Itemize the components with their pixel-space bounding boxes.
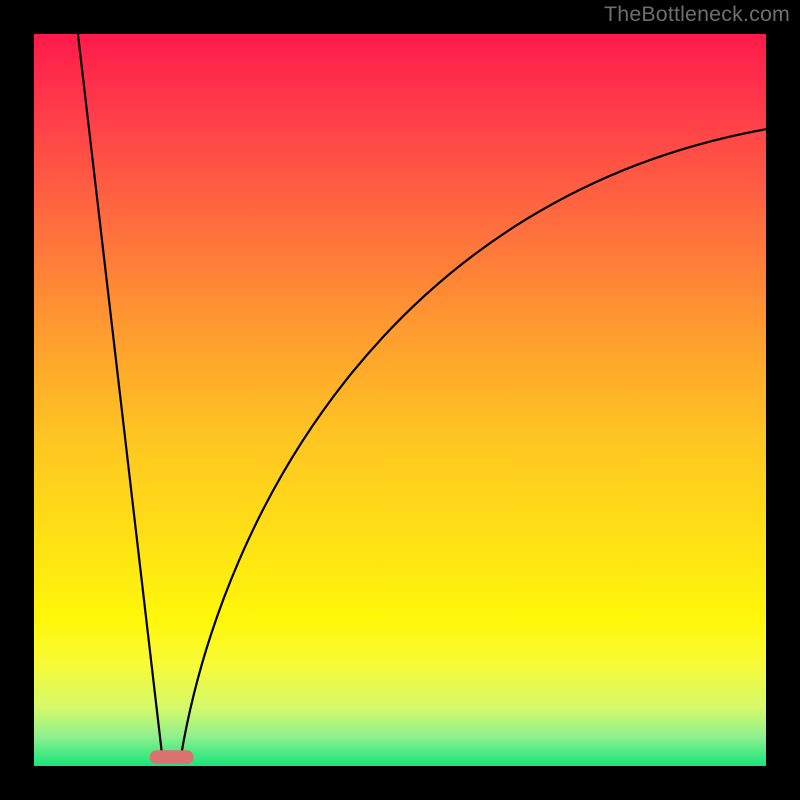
- watermark-text: TheBottleneck.com: [604, 2, 790, 27]
- gradient-background: [34, 34, 766, 766]
- chart-svg: [34, 34, 766, 766]
- outer-frame: TheBottleneck.com: [0, 0, 800, 800]
- optimal-marker: [150, 750, 194, 764]
- plot-area: [34, 34, 766, 766]
